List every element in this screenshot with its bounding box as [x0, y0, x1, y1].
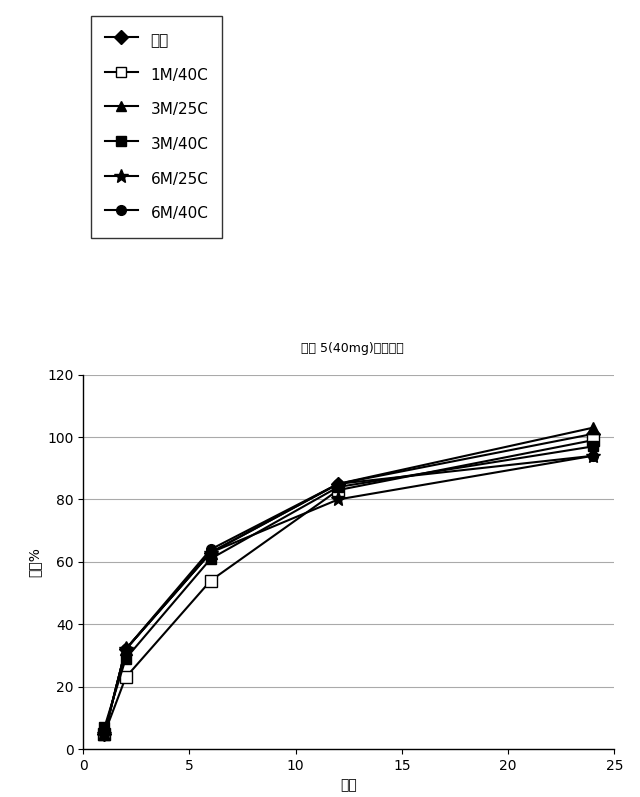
Text: 製剂 5(40mg)平均結果: 製剂 5(40mg)平均結果: [301, 342, 403, 355]
Legend: 初期, 1M/40C, 3M/25C, 3M/40C, 6M/25C, 6M/40C: 初期, 1M/40C, 3M/25C, 3M/40C, 6M/25C, 6M/4…: [91, 16, 222, 238]
Y-axis label: 放出%: 放出%: [28, 547, 42, 577]
X-axis label: 時間: 時間: [340, 779, 357, 792]
